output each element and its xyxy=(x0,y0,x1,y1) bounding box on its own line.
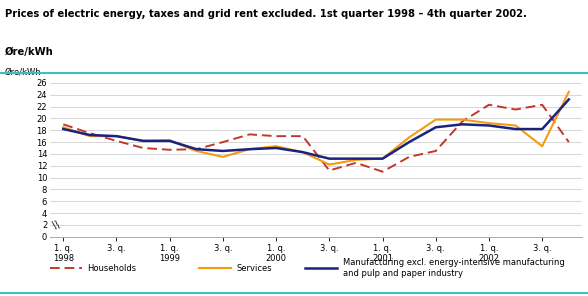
Text: Øre/kWh: Øre/kWh xyxy=(5,47,54,57)
Text: \\: \\ xyxy=(51,220,60,231)
Text: Prices of electric energy, taxes and grid rent excluded. 1st quarter 1998 – 4th : Prices of electric energy, taxes and gri… xyxy=(5,9,527,19)
Text: Øre/kWh: Øre/kWh xyxy=(5,68,41,77)
Text: Services: Services xyxy=(236,264,272,273)
Text: Households: Households xyxy=(87,264,136,273)
Text: Manufacturing excl. energy-intensive manufacturing
and pulp and paper industry: Manufacturing excl. energy-intensive man… xyxy=(343,258,564,278)
